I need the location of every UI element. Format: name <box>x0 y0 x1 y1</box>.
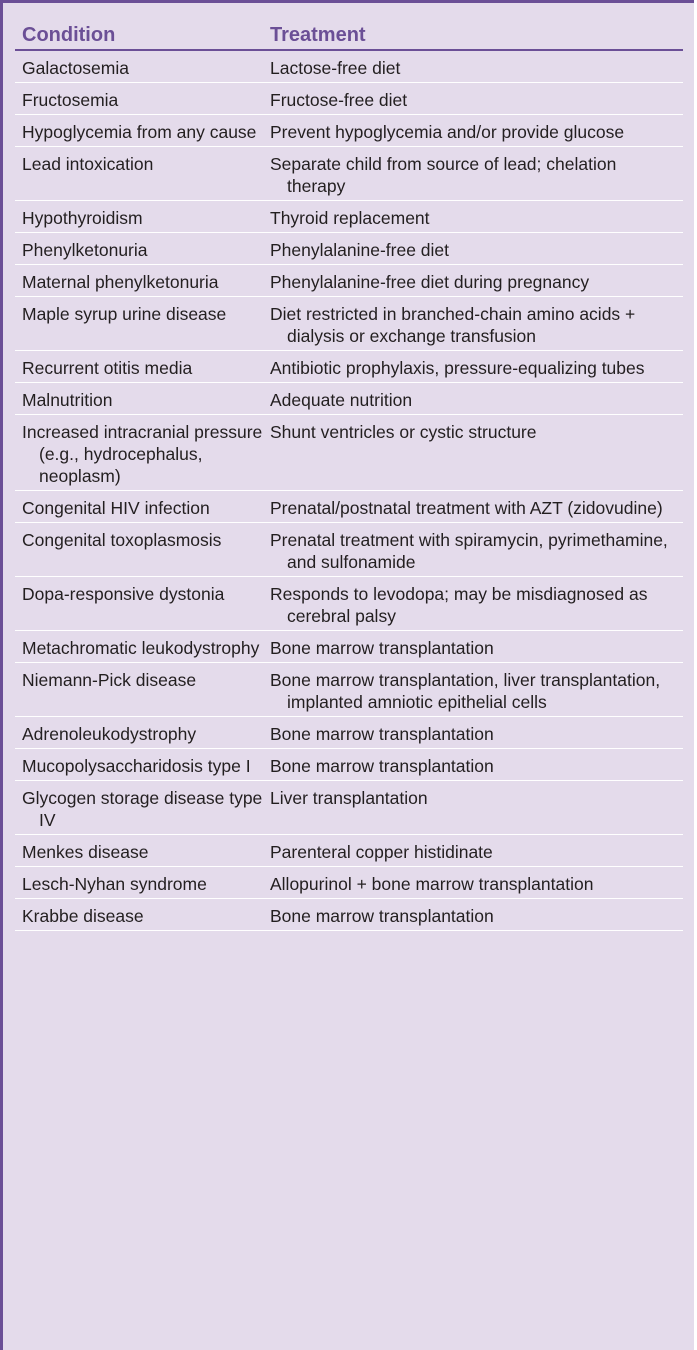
condition-cell: Adrenoleukodystrophy <box>22 724 197 744</box>
condition-cell: Congenital toxoplasmosis <box>22 530 222 550</box>
treatment-cell: Prenatal/postnatal treatment with AZT (z… <box>270 498 663 518</box>
condition-cell: Fructosemia <box>22 90 119 110</box>
condition-cell: Hypothyroidism <box>22 208 143 228</box>
treatment-cell: Phenylalanine-free diet <box>270 240 450 260</box>
treatment-cell: Antibiotic prophylaxis, pressure-equaliz… <box>270 358 645 378</box>
condition-cell: Increased intracranial pressure (e.g., h… <box>22 422 263 486</box>
treatment-cell: Bone marrow transplantation, liver trans… <box>270 670 661 712</box>
treatment-cell: Bone marrow transplantation <box>270 756 494 776</box>
treatment-cell: Diet restricted in branched-chain amino … <box>270 304 636 346</box>
condition-cell: Lead intoxication <box>22 154 154 174</box>
treatment-cell: Thyroid replacement <box>270 208 430 228</box>
table-row: Phenylketonuria Phenylalanine-free diet <box>15 233 683 265</box>
table-row: Congenital toxoplasmosis Prenatal treatme… <box>15 523 683 577</box>
treatment-cell: Parenteral copper histidinate <box>270 842 493 862</box>
table-row: Lead intoxication Separate child from sou… <box>15 147 683 201</box>
condition-cell: Maternal phenylketonuria <box>22 272 219 292</box>
treatment-cell: Shunt ventricles or cystic structure <box>270 422 537 442</box>
treatment-cell: Phenylalanine-free diet during pregnancy <box>270 272 590 292</box>
treatment-cell: Bone marrow transplantation <box>270 906 494 926</box>
table-row: Lesch-Nyhan syndrome Allopurinol + bone m… <box>15 867 683 899</box>
table-row: Congenital HIV infection Prenatal/postnat… <box>15 491 683 523</box>
table-row: Glycogen storage disease type IV Liver tr… <box>15 781 683 835</box>
treatment-cell: Lactose-free diet <box>270 58 401 78</box>
condition-cell: Niemann-Pick disease <box>22 670 197 690</box>
table-row: Adrenoleukodystrophy Bone marrow transpla… <box>15 717 683 749</box>
condition-cell: Malnutrition <box>22 390 113 410</box>
header-condition: Condition <box>22 24 116 46</box>
table-row: Galactosemia Lactose-free diet <box>15 51 683 83</box>
condition-cell: Metachromatic leukodystrophy <box>22 638 260 658</box>
condition-cell: Maple syrup urine disease <box>22 304 227 324</box>
treatment-cell: Separate child from source of lead; chel… <box>270 154 617 196</box>
table-row: Fructosemia Fructose-free diet <box>15 83 683 115</box>
condition-cell: Hypoglycemia from any cause <box>22 122 257 142</box>
condition-cell: Galactosemia <box>22 58 129 78</box>
table-row: Menkes disease Parenteral copper histidin… <box>15 835 683 867</box>
table-row: Hypoglycemia from any cause Prevent hypog… <box>15 115 683 147</box>
table-row: Niemann-Pick disease Bone marrow transpla… <box>15 663 683 717</box>
table-row: Maternal phenylketonuria Phenylalanine-fr… <box>15 265 683 297</box>
table-row: Metachromatic leukodystrophy Bone marrow … <box>15 631 683 663</box>
treatment-cell: Allopurinol + bone marrow transplantatio… <box>270 874 594 894</box>
treatment-cell: Responds to levodopa; may be misdiagnose… <box>270 584 648 626</box>
condition-cell: Congenital HIV infection <box>22 498 210 518</box>
treatment-cell: Prenatal treatment with spiramycin, pyri… <box>270 530 668 572</box>
treatment-cell: Adequate nutrition <box>270 390 413 410</box>
table-body: Galactosemia Lactose-free diet Fructosemia… <box>15 51 683 931</box>
treatment-cell: Prevent hypoglycemia and/or provide gluc… <box>270 122 625 142</box>
condition-treatment-table: Condition Treatment Galactosemia Lactose-… <box>15 16 683 931</box>
header-treatment: Treatment <box>270 24 366 46</box>
condition-cell: Phenylketonuria <box>22 240 148 260</box>
treatment-cell: Bone marrow transplantation <box>270 724 494 744</box>
table-header: Condition Treatment <box>15 16 683 51</box>
condition-cell: Recurrent otitis media <box>22 358 193 378</box>
condition-cell: Mucopolysaccharidosis type I <box>22 756 251 776</box>
condition-cell: Krabbe disease <box>22 906 144 926</box>
condition-cell: Menkes disease <box>22 842 149 862</box>
table-row: Increased intracranial pressure (e.g., h… <box>15 415 683 491</box>
treatment-cell: Bone marrow transplantation <box>270 638 494 658</box>
table-row: Recurrent otitis media Antibiotic prophyl… <box>15 351 683 383</box>
table-row: Mucopolysaccharidosis type I Bone marrow … <box>15 749 683 781</box>
table-row: Maple syrup urine disease Diet restricted… <box>15 297 683 351</box>
condition-cell: Glycogen storage disease type IV <box>22 788 263 830</box>
table-row: Hypothyroidism Thyroid replacement <box>15 201 683 233</box>
condition-cell: Lesch-Nyhan syndrome <box>22 874 207 894</box>
table-row: Dopa-responsive dystonia Responds to levo… <box>15 577 683 631</box>
condition-cell: Dopa-responsive dystonia <box>22 584 225 604</box>
table-row: Malnutrition Adequate nutrition <box>15 383 683 415</box>
treatment-cell: Fructose-free diet <box>270 90 408 110</box>
table-row: Krabbe disease Bone marrow transplantatio… <box>15 899 683 931</box>
treatment-cell: Liver transplantation <box>270 788 428 808</box>
